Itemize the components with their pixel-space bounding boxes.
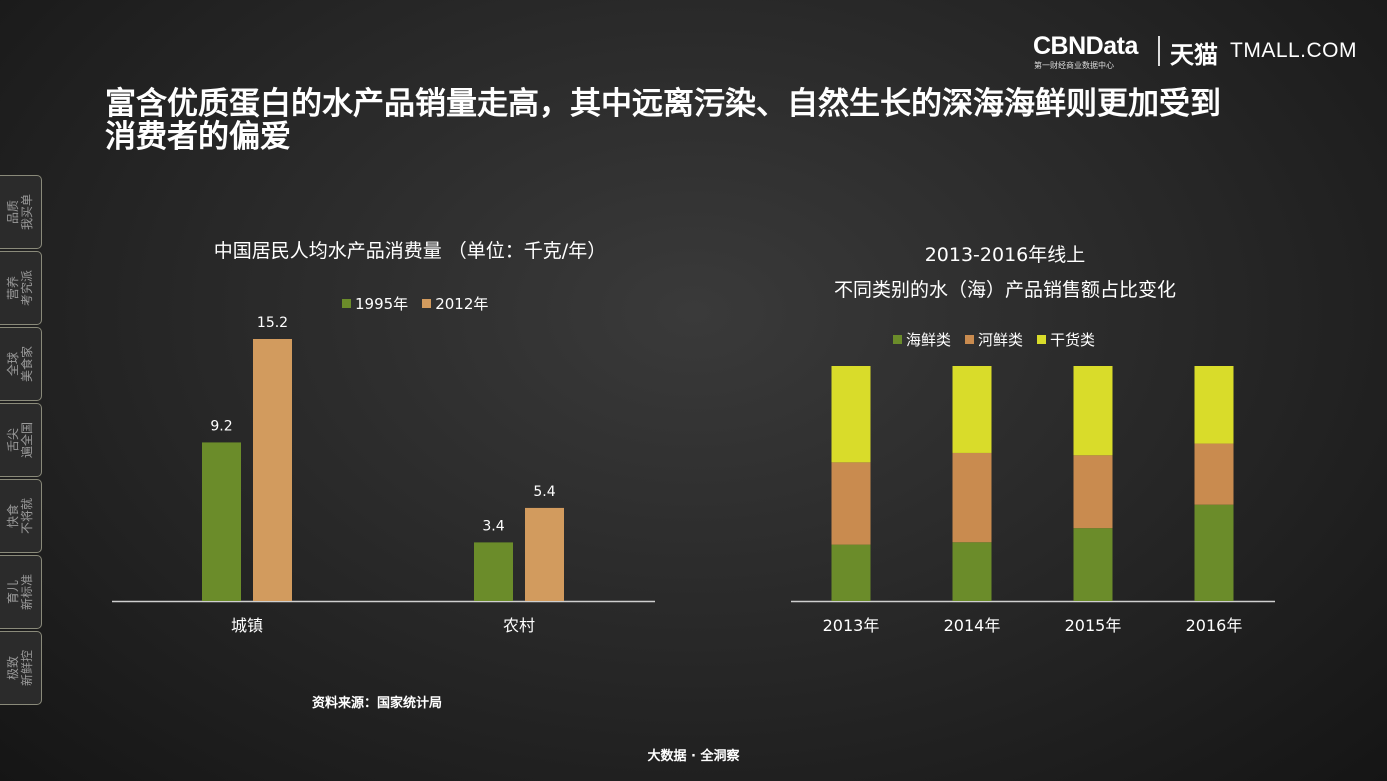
sidebar-tab-shejian[interactable]: 舌尖 遍全国 (0, 403, 42, 477)
source-note: 资料来源：国家统计局 (312, 696, 443, 711)
chart2-category-label: 2013年 (823, 616, 880, 635)
cbndata-logo-subtitle: 第一财经商业数据中心 (1034, 61, 1114, 70)
chart1-title: 中国居民人均水产品消费量 （单位：千克/年） (213, 240, 607, 262)
chart2-legend: 海鲜类 河鲜类 干货类 (893, 329, 1095, 350)
sidebar-tab-pinzhi[interactable]: 品质 我买单 (0, 175, 42, 249)
cbndata-logo: CBNData (1033, 32, 1138, 60)
chart2-bar-segment (1073, 455, 1113, 529)
chart1-legend: 1995年 2012年 (342, 293, 488, 314)
legend-swatch-tan (965, 335, 975, 344)
chart1-category-label: 城镇 (231, 616, 263, 635)
chart2-bar-segment (831, 544, 871, 601)
chart2-bar-segment (1194, 366, 1234, 444)
chart2-title-line1: 2013-2016年线上 (924, 244, 1086, 266)
sidebar-tab-kuaishi[interactable]: 快食 不将就 (0, 479, 42, 553)
chart1-bar (525, 507, 564, 601)
tmall-logo-en: TMALL.COM (1230, 39, 1358, 62)
chart2-category-label: 2016年 (1186, 616, 1243, 635)
chart2-bar-segment (1194, 504, 1234, 601)
chart2-category-label: 2015年 (1065, 616, 1122, 635)
page-title: 富含优质蛋白的水产品销量走高，其中远离污染、自然生长的深海海鲜则更加受到消费者的… (105, 86, 1221, 155)
chart2-title-line2: 不同类别的水（海）产品销售额占比变化 (833, 279, 1176, 301)
chart1-data-label: 3.4 (482, 518, 504, 534)
legend-item-ganhuo: 干货类 (1037, 329, 1095, 350)
chart2-bar-segment (1194, 443, 1234, 505)
legend-item-2012: 2012年 (422, 293, 488, 314)
legend-swatch-green (893, 335, 902, 344)
sidebar-tab-quanqiu[interactable]: 全球 美食家 (0, 327, 42, 401)
legend-swatch-yellow (1037, 335, 1047, 344)
logo-divider (1158, 36, 1160, 66)
chart2-bar-segment (952, 366, 992, 453)
chart1-data-label: 15.2 (257, 315, 288, 331)
chart2-category-label: 2014年 (944, 616, 1001, 635)
legend-item-hexian: 河鲜类 (965, 329, 1023, 350)
chart2-bar-segment (1073, 528, 1113, 601)
chart1-bar (202, 442, 241, 601)
sidebar-tab-jizhi[interactable]: 极致 新鲜控 (0, 631, 42, 705)
chart1-bar (474, 542, 513, 601)
chart2-bar-segment (1073, 366, 1113, 456)
legend-swatch-tan (422, 299, 432, 308)
chart2-bar-segment (952, 542, 992, 601)
legend-item-1995: 1995年 (342, 293, 408, 314)
brand-logos: CBNData 第一财经商业数据中心 天猫 TMALL.COM (1030, 32, 1357, 72)
sidebar-tab-yingyang[interactable]: 营养 考究派 (0, 251, 42, 325)
chart1-category-label: 农村 (503, 616, 535, 635)
sidebar-tab-yuer[interactable]: 育儿 新标准 (0, 555, 42, 629)
legend-item-haixian: 海鲜类 (893, 329, 951, 350)
tmall-logo-cn: 天猫 (1170, 41, 1218, 69)
chart1-data-label: 9.2 (210, 418, 232, 434)
chart2-bar-segment (831, 462, 871, 545)
footer-tagline: 大数据 · 全洞察 (647, 749, 740, 764)
chart2-bar-segment (831, 366, 871, 463)
chart2-bar-segment (952, 452, 992, 543)
chart1-bar (253, 339, 292, 601)
legend-swatch-green (342, 299, 351, 308)
chart1-data-label: 5.4 (533, 484, 555, 500)
